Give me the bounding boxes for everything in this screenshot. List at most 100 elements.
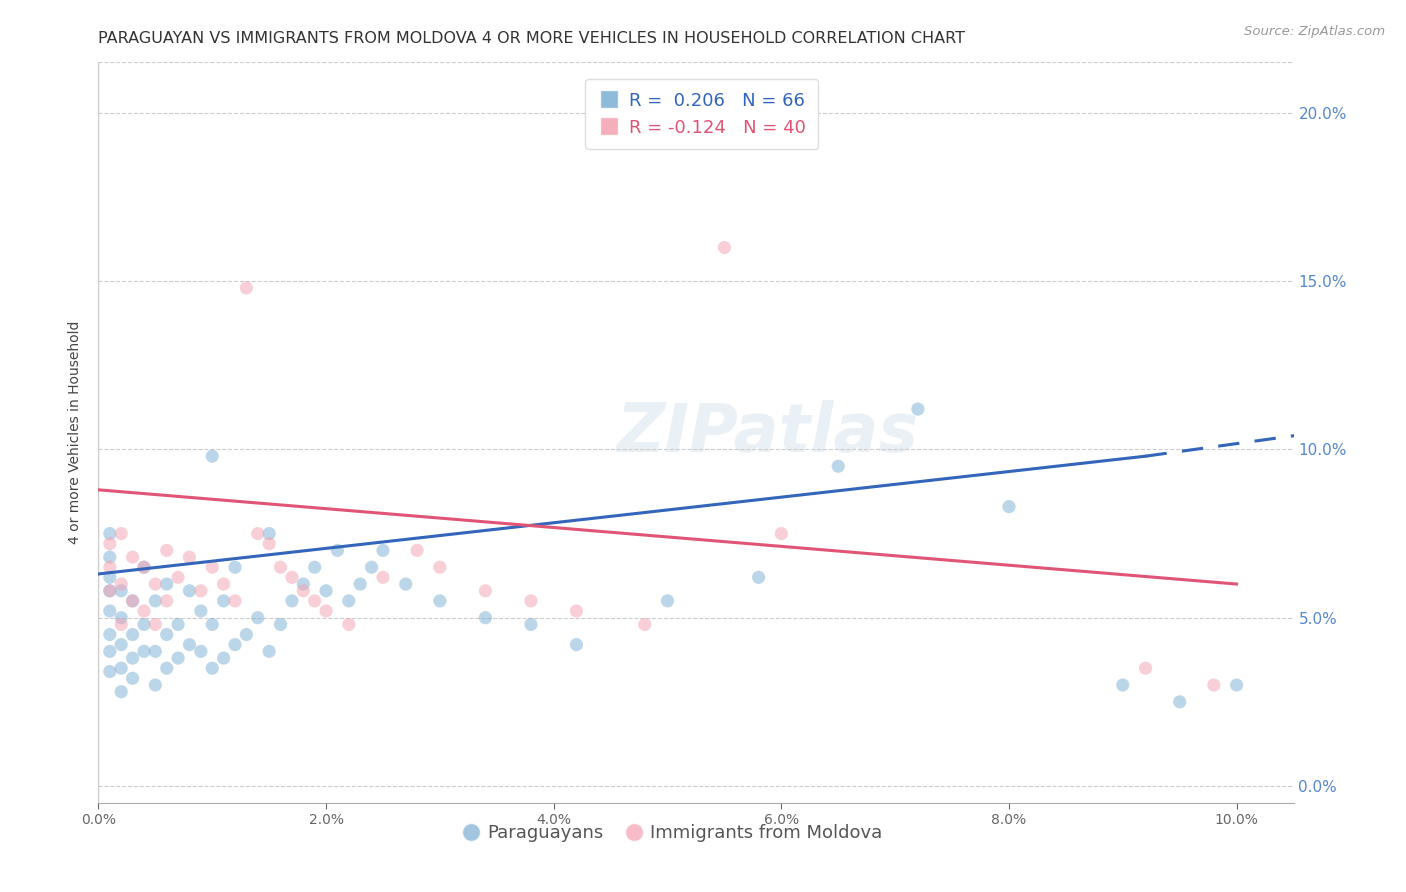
Point (520, 594, 543, 608)
Point (634, 617, 657, 632)
Point (657, 594, 679, 608)
Point (121, 594, 143, 608)
Point (349, 577, 371, 591)
Point (110, 638, 132, 652)
Point (121, 671, 143, 685)
Point (121, 594, 143, 608)
Point (315, 604, 337, 618)
Point (156, 594, 179, 608)
Point (98, 627, 121, 641)
Point (143, 617, 166, 632)
Point (201, 449, 224, 463)
Point (235, 627, 257, 641)
Point (1135, 661, 1157, 675)
Text: PARAGUAYAN VS IMMIGRANTS FROM MOLDOVA 4 OR MORE VEHICLES IN HOUSEHOLD CORRELATIO: PARAGUAYAN VS IMMIGRANTS FROM MOLDOVA 4 … (98, 31, 966, 46)
Point (201, 560, 224, 574)
Point (212, 577, 235, 591)
Point (98, 583, 121, 598)
Point (315, 583, 337, 598)
Point (1202, 678, 1225, 692)
Point (98, 604, 121, 618)
Point (1112, 678, 1135, 692)
Point (326, 543, 349, 558)
Point (713, 240, 735, 254)
Point (281, 570, 304, 584)
Point (201, 661, 224, 675)
Point (110, 685, 132, 699)
Point (827, 459, 849, 474)
Point (395, 577, 418, 591)
Point (110, 610, 132, 624)
Point (143, 594, 166, 608)
Point (224, 594, 246, 608)
Point (520, 617, 543, 632)
Point (121, 651, 143, 665)
Point (132, 560, 155, 574)
Point (246, 610, 269, 624)
Point (167, 617, 190, 632)
Point (121, 550, 143, 565)
Point (98, 550, 121, 565)
Point (304, 594, 326, 608)
Text: Source: ZipAtlas.com: Source: ZipAtlas.com (1244, 25, 1385, 38)
Point (257, 526, 280, 541)
Point (474, 583, 496, 598)
Point (304, 560, 326, 574)
Point (371, 543, 394, 558)
Point (292, 583, 315, 598)
Point (224, 638, 246, 652)
Point (337, 617, 360, 632)
Text: ZIPatlas: ZIPatlas (617, 400, 918, 466)
Point (98, 644, 121, 658)
Point (257, 644, 280, 658)
Y-axis label: 4 or more Vehicles in Household: 4 or more Vehicles in Household (69, 321, 83, 544)
Point (770, 526, 793, 541)
Point (179, 550, 201, 565)
Point (429, 560, 451, 574)
Point (998, 500, 1021, 514)
Point (429, 594, 451, 608)
Point (257, 536, 280, 550)
Point (270, 560, 292, 574)
Point (748, 570, 770, 584)
Point (190, 583, 212, 598)
Point (201, 617, 224, 632)
Point (143, 644, 166, 658)
Point (224, 560, 246, 574)
Point (121, 627, 143, 641)
Point (167, 570, 190, 584)
Point (565, 638, 588, 652)
Point (110, 577, 132, 591)
Point (98, 536, 121, 550)
Point (110, 661, 132, 675)
Point (156, 627, 179, 641)
Point (110, 617, 132, 632)
Point (474, 610, 496, 624)
Point (190, 604, 212, 618)
Point (292, 577, 315, 591)
Point (371, 570, 394, 584)
Point (212, 651, 235, 665)
Point (1168, 695, 1191, 709)
Point (246, 526, 269, 541)
Point (132, 644, 155, 658)
Point (270, 617, 292, 632)
Point (98, 570, 121, 584)
Point (98, 583, 121, 598)
Point (179, 638, 201, 652)
Legend: Paraguayans, Immigrants from Moldova: Paraguayans, Immigrants from Moldova (454, 817, 890, 849)
Point (132, 560, 155, 574)
Point (143, 678, 166, 692)
Point (156, 543, 179, 558)
Point (1226, 678, 1249, 692)
Point (156, 577, 179, 591)
Point (212, 594, 235, 608)
Point (565, 604, 588, 618)
Point (98, 665, 121, 679)
Point (156, 661, 179, 675)
Point (132, 617, 155, 632)
Point (235, 281, 257, 295)
Point (143, 577, 166, 591)
Point (98, 560, 121, 574)
Point (132, 604, 155, 618)
